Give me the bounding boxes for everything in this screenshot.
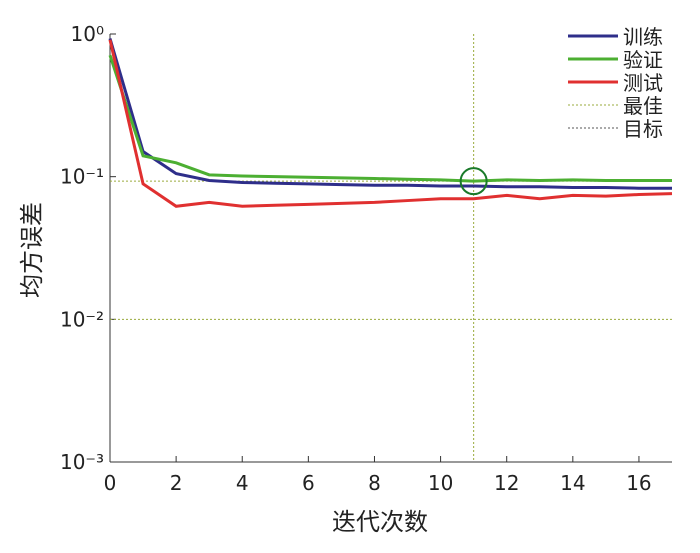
series-line <box>108 54 672 183</box>
y-axis-label: 均方误差 <box>18 202 46 298</box>
x-tick-label: 6 <box>302 471 315 495</box>
legend-label: 最佳 <box>623 94 663 118</box>
y-tick-label: 10⁻¹ <box>60 165 104 189</box>
y-tick-label: 10⁰ <box>71 22 104 46</box>
legend-label: 测试 <box>623 71 663 95</box>
x-tick-label: 14 <box>560 471 585 495</box>
series-line <box>108 38 672 190</box>
x-tick-label: 12 <box>494 471 519 495</box>
x-tick-label: 16 <box>626 471 651 495</box>
series-line <box>108 39 673 208</box>
x-tick-label: 2 <box>170 471 183 495</box>
x-tick-label: 8 <box>368 471 381 495</box>
x-tick-label: 4 <box>236 471 249 495</box>
y-tick-label: 10⁻³ <box>60 450 104 474</box>
legend-label: 验证 <box>623 48 663 72</box>
x-tick-label: 0 <box>104 471 117 495</box>
best-marker <box>459 167 488 196</box>
legend-label: 训练 <box>623 25 663 49</box>
y-tick-label: 10⁻² <box>60 307 104 331</box>
legend-label: 目标 <box>623 117 663 141</box>
x-tick-label: 10 <box>428 471 453 495</box>
x-axis-label: 迭代次数 <box>332 508 428 536</box>
